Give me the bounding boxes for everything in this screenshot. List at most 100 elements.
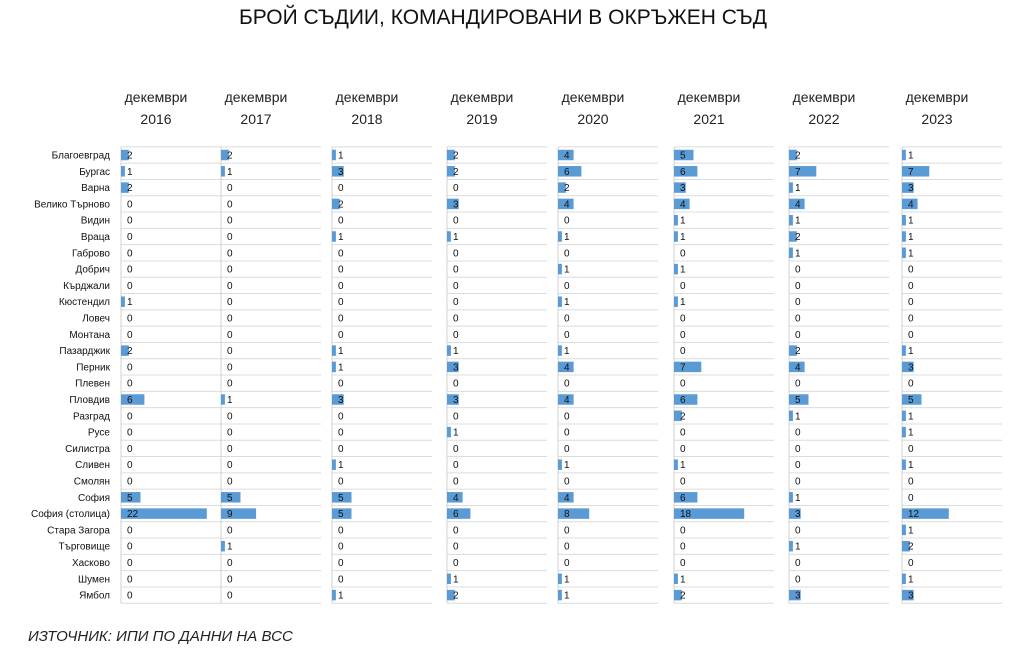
bar-value-label: 1	[564, 265, 570, 276]
bar-value-label: 1	[338, 460, 344, 471]
bar	[674, 492, 698, 503]
panel-header-year: 2018	[351, 111, 382, 127]
bar-value-label: 4	[564, 395, 570, 406]
bar-value-label: 0	[338, 281, 344, 292]
bar-value-label: 5	[908, 395, 914, 406]
bar-value-label: 6	[127, 395, 133, 406]
bar	[447, 573, 451, 585]
bar	[221, 166, 225, 177]
bar	[332, 149, 336, 161]
bar-value-label: 1	[680, 574, 686, 585]
panel-header-year: 2016	[140, 111, 171, 127]
bar	[332, 459, 336, 470]
bar-value-label: 5	[338, 493, 344, 504]
bar	[674, 589, 682, 601]
bar	[674, 573, 678, 585]
bar	[221, 508, 257, 519]
bar	[121, 182, 129, 193]
bar	[902, 214, 906, 226]
bar	[789, 492, 793, 503]
bar-value-label: 0	[338, 297, 344, 308]
bar-value-label: 0	[127, 477, 133, 488]
bar-value-label: 1	[908, 574, 914, 585]
bar	[558, 296, 562, 307]
bar-value-label: 0	[908, 558, 914, 569]
bar-value-label: 0	[127, 232, 133, 243]
bar-value-label: 0	[127, 314, 133, 325]
bar-value-label: 0	[453, 411, 459, 422]
bar-value-label: 0	[680, 525, 686, 536]
bar	[558, 345, 562, 356]
bar	[558, 508, 590, 519]
bar	[558, 492, 574, 503]
bar	[902, 508, 949, 519]
category-label: Перник	[76, 362, 110, 373]
category-label: Благоевград	[52, 151, 110, 162]
bar-value-label: 0	[680, 379, 686, 390]
bar-value-label: 3	[680, 183, 686, 194]
bar	[447, 149, 455, 161]
bar-value-label: 0	[795, 460, 801, 471]
bar-value-label: 0	[795, 265, 801, 276]
bar-value-label: 0	[564, 542, 570, 553]
bar-value-label: 0	[127, 281, 133, 292]
bar	[447, 426, 451, 438]
bar-value-label: 0	[680, 428, 686, 439]
bar-value-label: 1	[227, 542, 233, 553]
bar-value-label: 1	[795, 411, 801, 422]
bar-value-label: 0	[680, 314, 686, 325]
category-label: Добрич	[75, 264, 110, 276]
bar-value-label: 0	[227, 330, 233, 341]
bar	[447, 345, 451, 356]
bar-value-label: 0	[564, 379, 570, 390]
bar-value-label: 0	[795, 281, 801, 292]
bar-value-label: 0	[127, 428, 133, 439]
category-label: Ямбол	[79, 590, 110, 602]
bar-value-label: 0	[453, 314, 459, 325]
category-label: Пазарджик	[59, 346, 110, 357]
bar	[789, 214, 793, 226]
category-label: Разград	[73, 411, 110, 422]
bar-value-label: 0	[795, 525, 801, 536]
bar-value-label: 1	[338, 591, 344, 602]
bar-value-label: 0	[795, 314, 801, 325]
bar	[674, 410, 682, 422]
bar-value-label: 0	[227, 216, 233, 227]
bar-value-label: 4	[908, 199, 914, 210]
bar-value-label: 2	[795, 346, 801, 357]
bar-value-label: 0	[453, 542, 459, 553]
bar-value-label: 0	[127, 542, 133, 553]
bar-value-label: 1	[453, 574, 459, 585]
bar-value-label: 1	[338, 346, 344, 357]
bar	[332, 361, 336, 373]
bar	[447, 394, 459, 405]
bar-value-label: 0	[338, 444, 344, 455]
bar	[121, 166, 125, 177]
bar	[789, 166, 817, 177]
bar	[789, 589, 801, 601]
bar-value-label: 2	[453, 167, 459, 178]
bar	[902, 345, 906, 356]
bar-value-label: 0	[127, 591, 133, 602]
bar-value-label: 0	[338, 216, 344, 227]
panel-header-year: 2023	[921, 111, 952, 127]
category-label: Хасково	[72, 558, 110, 569]
bar-value-label: 0	[453, 525, 459, 536]
bar-value-label: 0	[680, 477, 686, 488]
bar	[558, 166, 582, 177]
category-label: Плевен	[75, 379, 110, 390]
panel-header-year: 2020	[577, 111, 608, 127]
bar-value-label: 0	[338, 330, 344, 341]
panel-header-year: 2022	[808, 111, 839, 127]
bar-value-label: 2	[127, 183, 133, 194]
bar-value-label: 0	[453, 216, 459, 227]
bar	[332, 345, 336, 356]
category-label: Кюстендил	[59, 297, 110, 308]
bar-value-label: 1	[795, 183, 801, 194]
bar-value-label: 0	[908, 265, 914, 276]
category-label: Габрово	[72, 247, 110, 259]
bar-value-label: 5	[227, 493, 233, 504]
category-label: Бургас	[79, 167, 110, 178]
bar-value-label: 0	[564, 525, 570, 536]
bar-value-label: 0	[227, 477, 233, 488]
